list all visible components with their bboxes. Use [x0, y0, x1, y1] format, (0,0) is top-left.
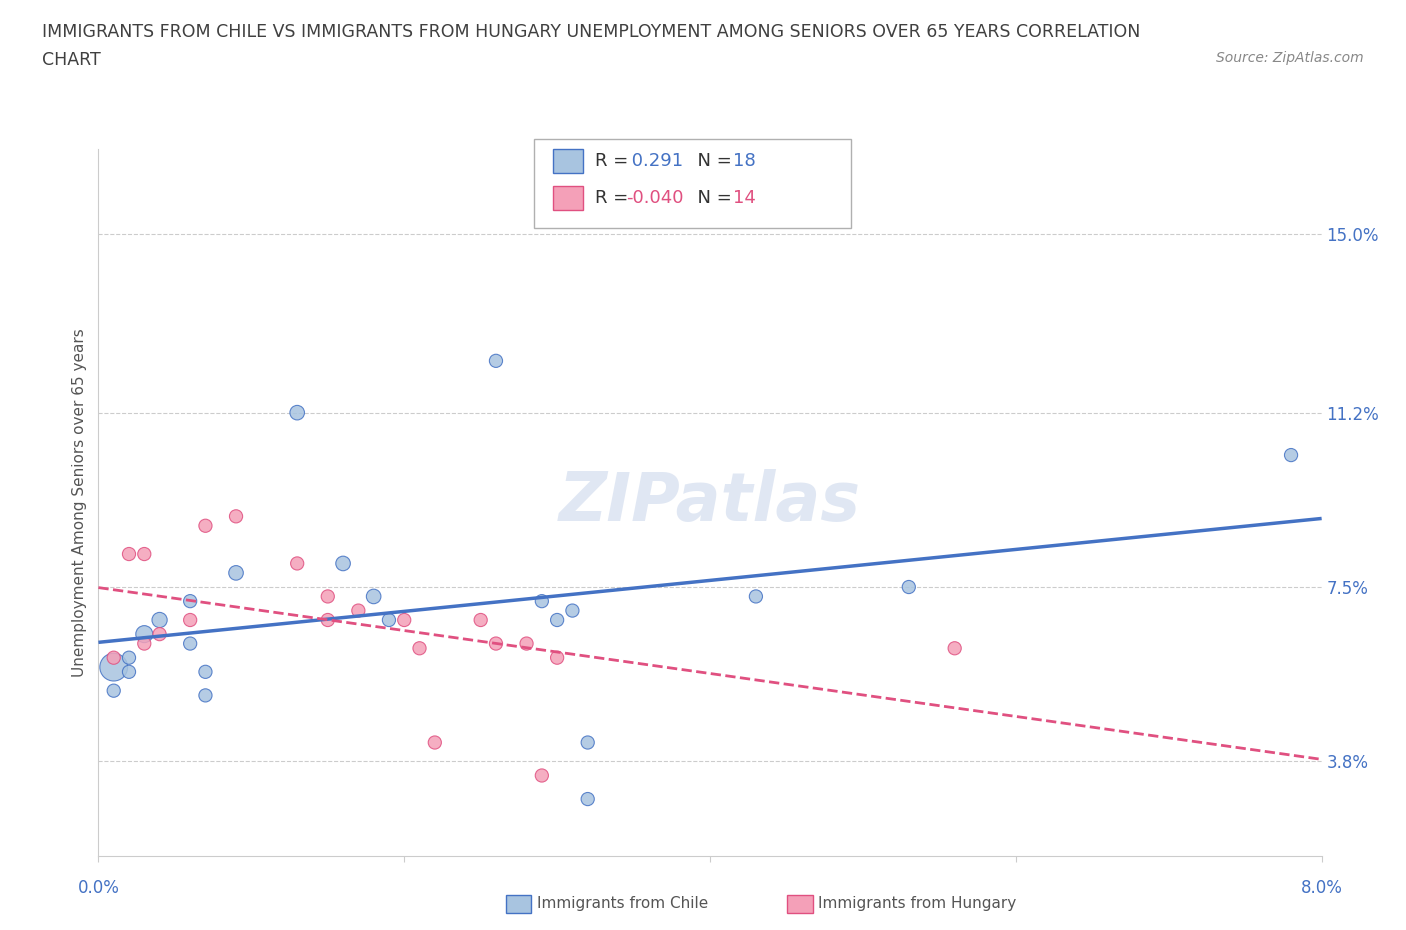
Point	[316, 589, 339, 604]
Point	[103, 659, 125, 674]
Point	[149, 613, 172, 628]
Text: -0.040: -0.040	[626, 189, 683, 207]
Point	[179, 613, 201, 628]
Point	[179, 593, 201, 608]
Point	[316, 613, 339, 628]
Point	[943, 641, 966, 656]
Text: IMMIGRANTS FROM CHILE VS IMMIGRANTS FROM HUNGARY UNEMPLOYMENT AMONG SENIORS OVER: IMMIGRANTS FROM CHILE VS IMMIGRANTS FROM…	[42, 23, 1140, 41]
Point	[179, 636, 201, 651]
Point	[103, 650, 125, 665]
Point	[485, 353, 508, 368]
Point	[194, 664, 217, 679]
Point	[134, 636, 156, 651]
Point	[408, 641, 430, 656]
Point	[392, 613, 416, 628]
Point	[576, 735, 599, 750]
Point	[285, 556, 308, 571]
Text: N =: N =	[686, 189, 738, 207]
Text: 0.291: 0.291	[626, 152, 683, 170]
Point	[897, 579, 920, 594]
Text: R =: R =	[595, 189, 634, 207]
Text: 8.0%: 8.0%	[1301, 879, 1343, 897]
Point	[485, 636, 508, 651]
Point	[363, 589, 385, 604]
Point	[149, 627, 172, 642]
Point	[103, 684, 125, 698]
Point	[225, 509, 247, 524]
Point	[530, 768, 553, 783]
Point	[576, 791, 599, 806]
Text: Immigrants from Hungary: Immigrants from Hungary	[818, 897, 1017, 911]
Text: 0.0%: 0.0%	[77, 879, 120, 897]
Point	[118, 664, 141, 679]
Text: ZIPatlas: ZIPatlas	[560, 470, 860, 535]
Point	[194, 688, 217, 703]
Point	[546, 613, 568, 628]
Text: 14: 14	[733, 189, 755, 207]
Point	[530, 593, 553, 608]
Text: CHART: CHART	[42, 51, 101, 69]
Point	[134, 547, 156, 562]
Point	[332, 556, 354, 571]
Point	[561, 604, 583, 618]
Point	[347, 604, 370, 618]
Point	[470, 613, 492, 628]
Point	[118, 547, 141, 562]
Point	[1279, 447, 1302, 462]
Y-axis label: Unemployment Among Seniors over 65 years: Unemployment Among Seniors over 65 years	[72, 328, 87, 677]
Text: 18: 18	[733, 152, 755, 170]
Text: Source: ZipAtlas.com: Source: ZipAtlas.com	[1216, 51, 1364, 65]
Point	[378, 613, 401, 628]
Point	[225, 565, 247, 580]
Text: R =: R =	[595, 152, 634, 170]
Point	[118, 650, 141, 665]
Point	[546, 650, 568, 665]
Point	[285, 405, 308, 420]
Point	[745, 589, 768, 604]
Point	[194, 518, 217, 533]
Point	[423, 735, 446, 750]
Text: N =: N =	[686, 152, 738, 170]
Point	[516, 636, 538, 651]
Point	[134, 627, 156, 642]
Text: Immigrants from Chile: Immigrants from Chile	[537, 897, 709, 911]
